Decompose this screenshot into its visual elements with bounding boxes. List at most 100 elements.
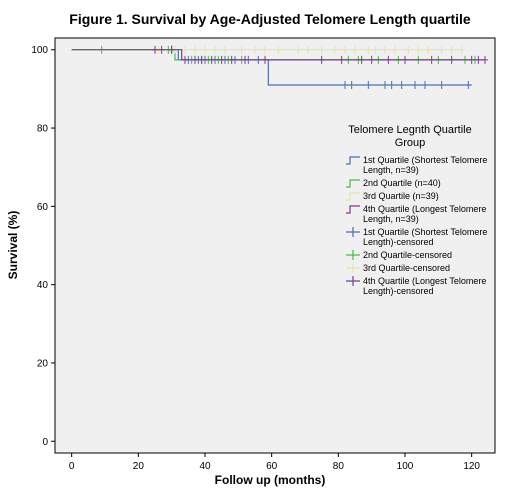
censor-mark [198, 55, 205, 64]
legend-label: Length)-censored [363, 286, 434, 296]
censor-mark [438, 80, 445, 89]
censor-mark [458, 45, 465, 54]
censor-mark [422, 80, 428, 89]
censor-mark [438, 45, 445, 54]
x-axis: 0 20 40 60 80 100 120 [69, 453, 480, 472]
censor-mark [242, 55, 248, 64]
censor-mark [262, 45, 268, 54]
censor-mark [158, 45, 165, 54]
legend-swatch-marker [346, 263, 360, 273]
censor-mark [192, 45, 198, 54]
series-layer [71, 45, 488, 89]
legend-swatch-line [346, 192, 360, 201]
censor-mark [425, 45, 432, 54]
censor-mark [342, 45, 348, 54]
censor-mark [338, 55, 345, 64]
chart-title: Figure 1. Survival by Age-Adjusted Telom… [69, 11, 471, 27]
legend-entry: 4th Quartile (Longest TelomereLength)-ce… [346, 276, 486, 296]
legend-swatch-marker [346, 227, 360, 237]
censor-mark [238, 45, 245, 54]
censor-mark [212, 45, 218, 54]
censor-mark [275, 45, 282, 54]
y-tick-label: 40 [37, 280, 49, 291]
censor-mark [318, 45, 325, 54]
legend-entry: 1st Quartile (Shortest TelomereLength)-c… [346, 227, 487, 247]
censor-mark [405, 45, 412, 54]
censor-mark [352, 45, 358, 54]
legend-swatch-line [346, 156, 360, 165]
censor-mark [218, 55, 225, 64]
censor-mark [482, 55, 488, 64]
censor-mark [475, 55, 482, 64]
censor-mark [342, 80, 348, 89]
legend-label: Length)-censored [363, 237, 434, 247]
censor-mark [262, 55, 268, 64]
censor-mark [318, 55, 325, 64]
y-axis-label: Survival (%) [6, 211, 20, 280]
x-tick-label: 20 [133, 461, 145, 472]
censor-mark [332, 45, 338, 54]
y-tick-label: 80 [37, 124, 49, 135]
legend-title-line2: Group [395, 137, 426, 149]
censor-mark [465, 80, 472, 89]
legend-label: 4th Quartile (Longest Telomere [363, 276, 486, 286]
legend-entry: 2nd Quartile-censored [346, 250, 452, 260]
y-tick-label: 100 [31, 45, 48, 56]
legend-label: 2nd Quartile (n=40) [363, 178, 441, 188]
x-tick-label: 100 [397, 461, 414, 472]
y-tick-label: 60 [37, 202, 49, 213]
censor-mark [202, 45, 208, 54]
legend-label: Length, n=39) [363, 214, 419, 224]
legend-label: 1st Quartile (Shortest Telomere [363, 227, 487, 237]
x-tick-label: 60 [266, 461, 278, 472]
censor-mark [412, 80, 418, 89]
x-tick-label: 120 [463, 461, 480, 472]
censor-mark [228, 55, 235, 64]
censor-mark [385, 55, 392, 64]
legend-label: 3rd Quartile (n=39) [363, 191, 439, 201]
x-axis-label: Follow up (months) [215, 473, 326, 487]
censor-mark [182, 45, 188, 54]
censor-mark [358, 55, 365, 64]
censor-mark [168, 45, 175, 54]
y-axis: 0 20 40 60 80 100 [31, 45, 55, 448]
censor-mark [348, 80, 355, 89]
censor-mark [252, 45, 258, 54]
legend-swatch-line [346, 205, 360, 214]
legend-entry: 2nd Quartile (n=40) [346, 178, 441, 188]
legend-label: 2nd Quartile-censored [363, 250, 452, 260]
censor-mark [398, 80, 405, 89]
legend-swatch-marker [346, 276, 360, 286]
censor-mark [365, 80, 372, 89]
censor-mark [402, 55, 408, 64]
x-tick-label: 0 [69, 461, 75, 472]
plot-area [54, 37, 496, 454]
censor-mark [388, 80, 395, 89]
legend: Telomere Legnth Quartile Group 1st Quart… [346, 124, 487, 296]
censor-mark [208, 55, 215, 64]
legend-swatch-line [346, 179, 360, 188]
x-tick-label: 80 [333, 461, 345, 472]
legend-swatch-marker [346, 250, 360, 260]
censor-mark [192, 55, 198, 64]
legend-title-line1: Telomere Legnth Quartile [348, 124, 472, 136]
censor-mark [152, 45, 158, 54]
censor-mark [382, 80, 388, 89]
censor-mark [182, 55, 188, 64]
censor-mark [448, 55, 455, 64]
legend-label: 1st Quartile (Shortest Telomere [363, 155, 487, 165]
legend-entry: 3rd Quartile (n=39) [346, 191, 439, 201]
censor-mark [365, 45, 372, 54]
censor-mark [448, 45, 455, 54]
y-tick-label: 0 [42, 437, 48, 448]
censor-mark [295, 45, 302, 54]
censor-mark [415, 45, 422, 54]
x-tick-label: 40 [199, 461, 211, 472]
series-4 [71, 45, 488, 64]
censor-mark [428, 55, 435, 64]
censor-mark [382, 45, 388, 54]
censor-mark [468, 55, 475, 64]
censor-mark [368, 55, 375, 64]
